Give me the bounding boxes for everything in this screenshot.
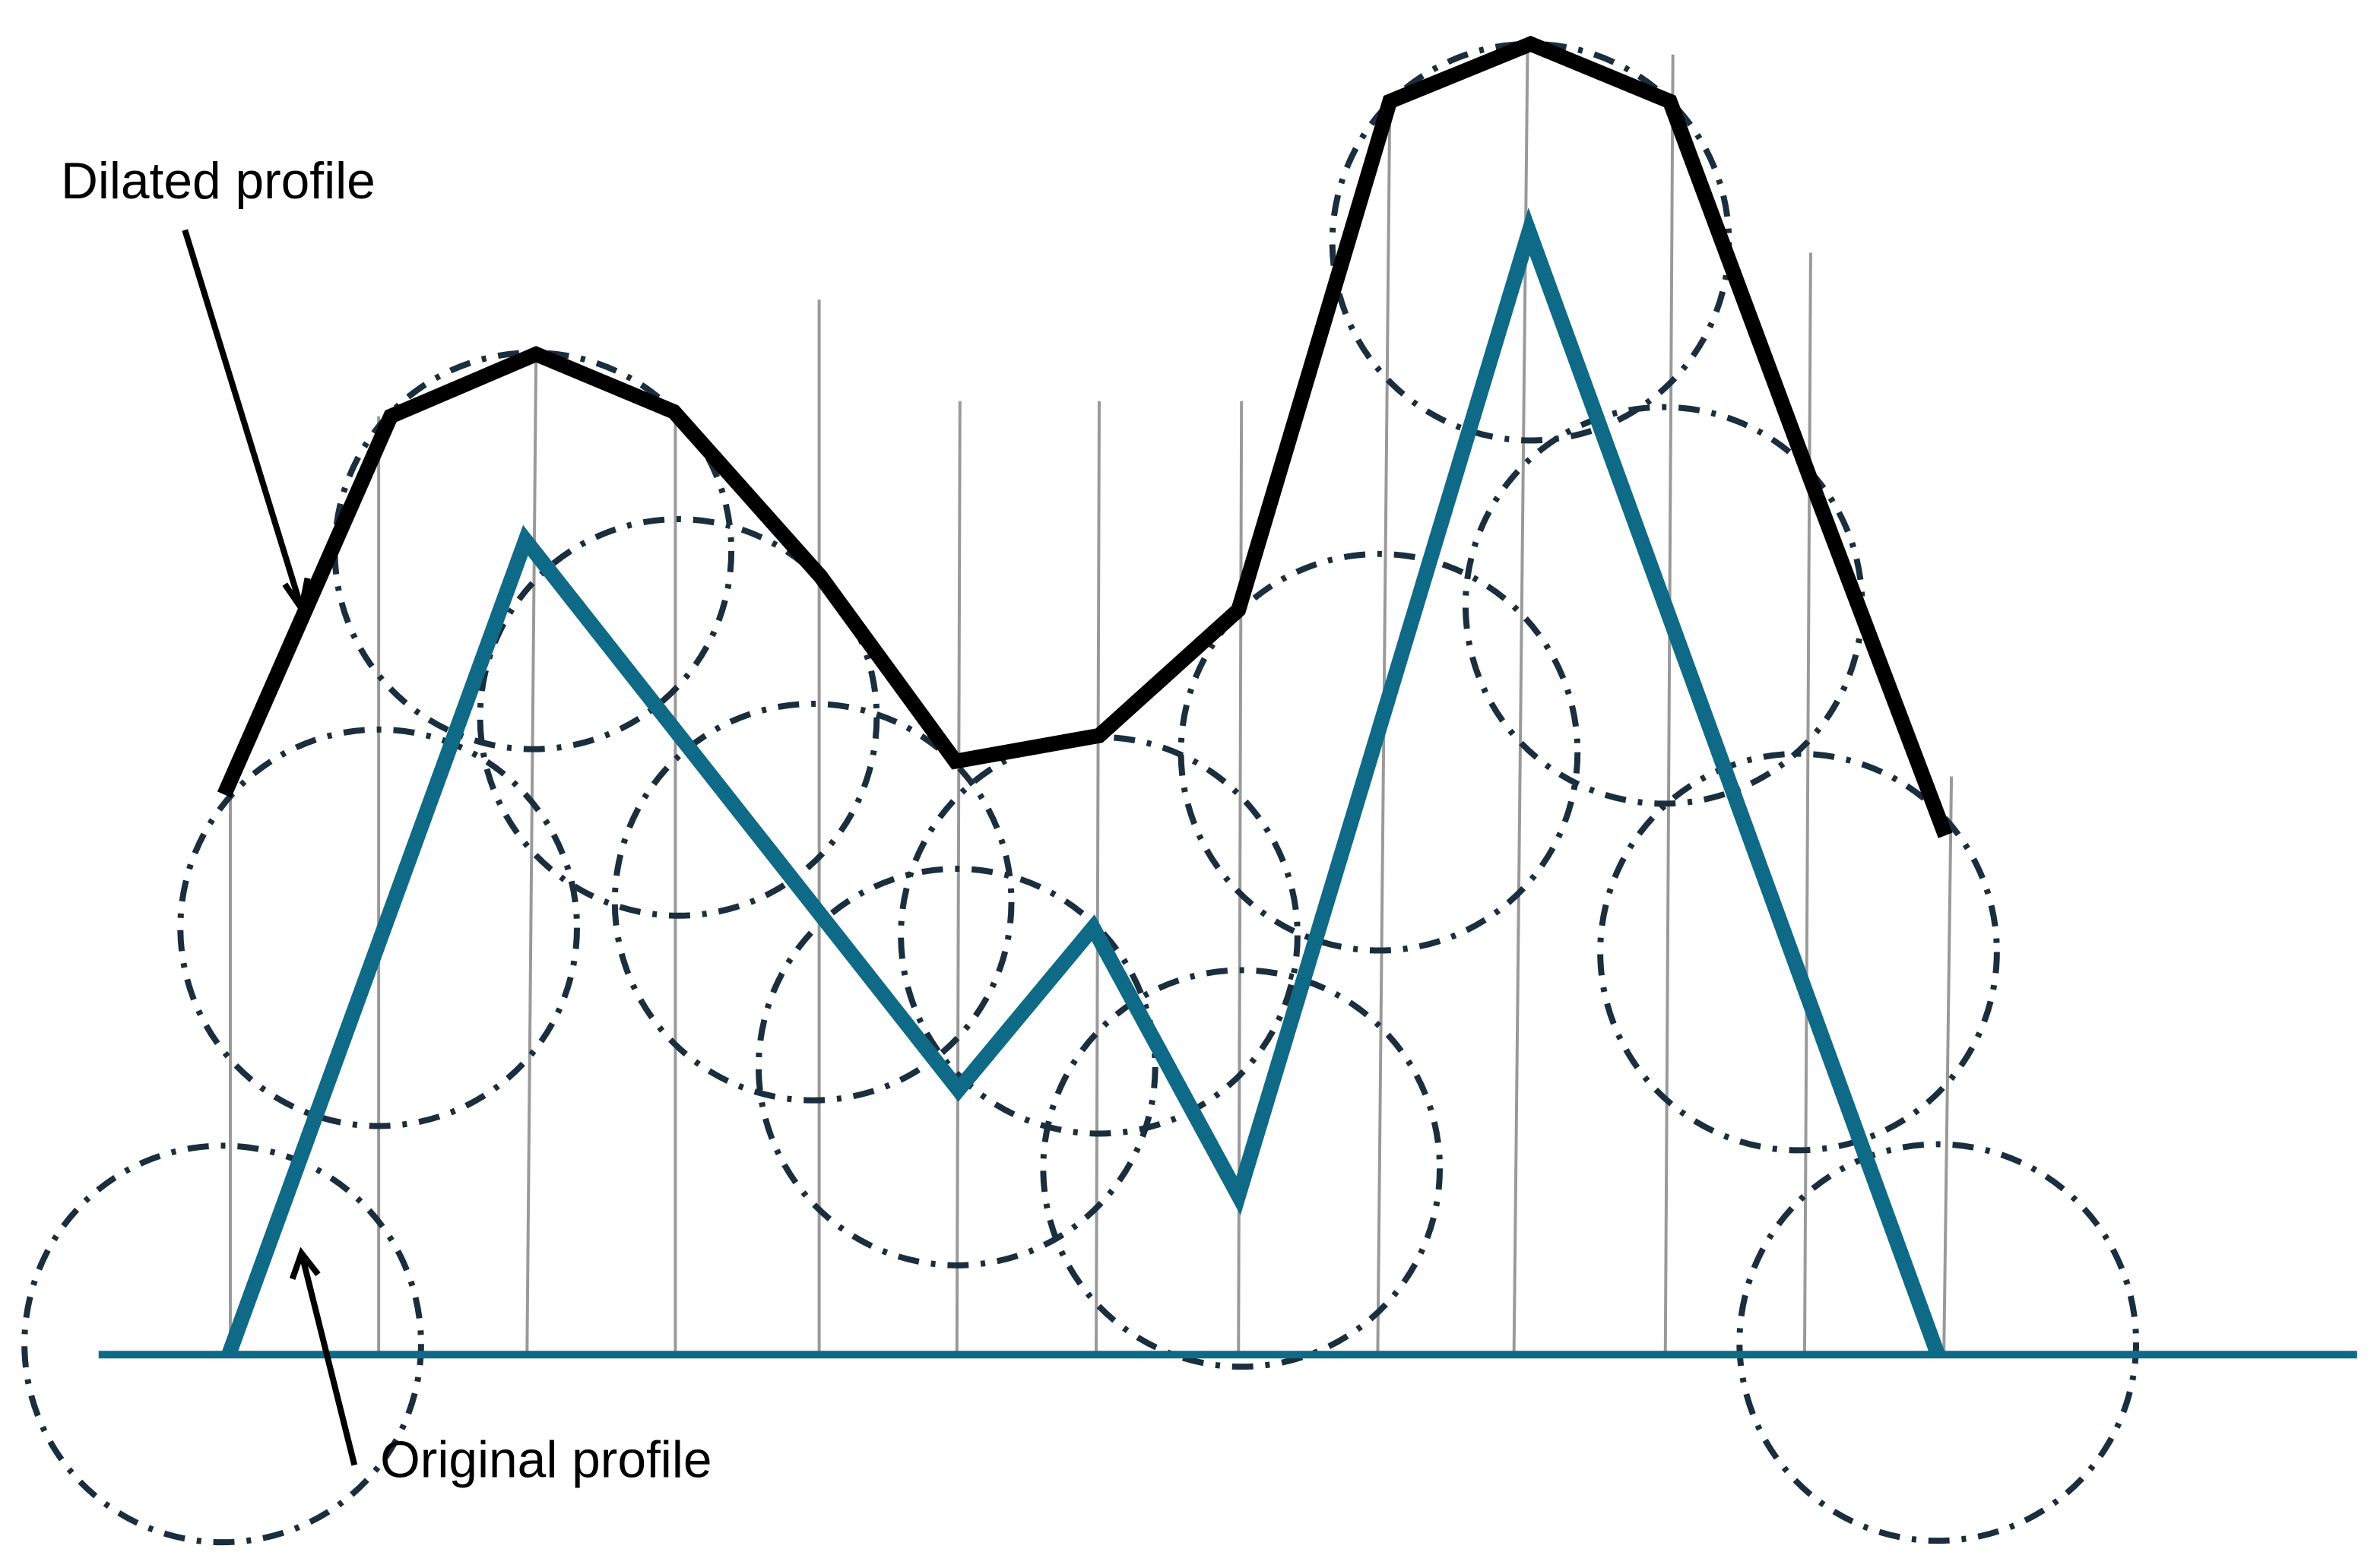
structuring-circle <box>1597 750 2000 1154</box>
guide-line <box>1802 252 1812 1355</box>
original-profile-line <box>221 207 1945 1357</box>
structuring-circle <box>1040 967 1444 1370</box>
guide-line <box>1942 776 1954 1355</box>
original-profile-arrow <box>289 1246 358 1466</box>
guide-line <box>525 347 538 1355</box>
guide-line <box>955 401 962 1355</box>
structuring-circle <box>1177 550 1581 954</box>
structuring-circle <box>21 1142 424 1546</box>
original-profile-label: Original profile <box>380 1432 712 1489</box>
dilated-profile-arrow <box>182 229 311 616</box>
structuring-circle <box>1736 1141 2140 1544</box>
structuring-circle <box>177 726 580 1129</box>
dilated-profile-line <box>217 35 1953 838</box>
structuring-circle <box>611 700 1015 1104</box>
dilated-profile-label: Dilated profile <box>61 153 376 210</box>
structuring-circle <box>755 866 1158 1269</box>
structuring-element-circles <box>21 40 2140 1546</box>
guide-line <box>1095 401 1101 1355</box>
guide-line <box>1663 54 1675 1355</box>
vertical-guide-lines <box>228 45 1954 1355</box>
